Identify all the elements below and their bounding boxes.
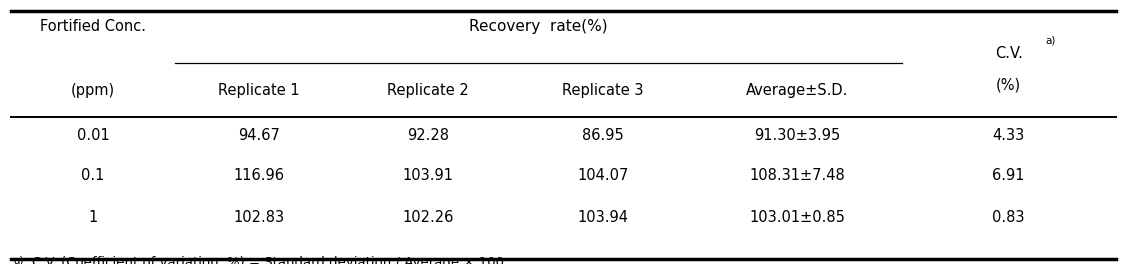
Text: 91.30±3.95: 91.30±3.95 [754, 129, 841, 143]
Text: 94.67: 94.67 [238, 129, 281, 143]
Text: C.V. (Coefficient of variation, %) = Standard deviation / Average × 100: C.V. (Coefficient of variation, %) = Sta… [32, 256, 504, 264]
Text: 103.94: 103.94 [577, 210, 629, 225]
Text: Average±S.D.: Average±S.D. [746, 83, 849, 98]
Text: Replicate 1: Replicate 1 [219, 83, 300, 98]
Text: 116.96: 116.96 [233, 168, 285, 183]
Text: a): a) [14, 255, 24, 264]
Text: 103.91: 103.91 [402, 168, 454, 183]
Text: Replicate 3: Replicate 3 [562, 83, 644, 98]
Text: (%): (%) [996, 78, 1021, 93]
Text: (ppm): (ppm) [71, 83, 115, 98]
Text: 108.31±7.48: 108.31±7.48 [749, 168, 845, 183]
Text: 0.83: 0.83 [993, 210, 1024, 225]
Text: C.V.: C.V. [995, 46, 1022, 61]
Text: 104.07: 104.07 [577, 168, 629, 183]
Text: a): a) [1046, 35, 1056, 45]
Text: 103.01±0.85: 103.01±0.85 [749, 210, 845, 225]
Text: Replicate 2: Replicate 2 [388, 83, 469, 98]
Text: Fortified Conc.: Fortified Conc. [39, 19, 147, 34]
Text: 4.33: 4.33 [993, 129, 1024, 143]
Text: 86.95: 86.95 [582, 129, 624, 143]
Text: 92.28: 92.28 [407, 129, 450, 143]
Text: 1: 1 [88, 210, 98, 225]
Text: 6.91: 6.91 [993, 168, 1024, 183]
Text: 0.01: 0.01 [77, 129, 109, 143]
Text: 102.26: 102.26 [402, 210, 454, 225]
Text: Recovery  rate(%): Recovery rate(%) [469, 19, 607, 34]
Text: 0.1: 0.1 [81, 168, 105, 183]
Text: 102.83: 102.83 [233, 210, 285, 225]
